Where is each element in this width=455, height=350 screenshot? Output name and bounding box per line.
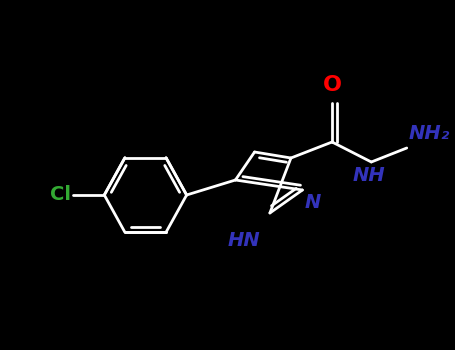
Text: N: N (304, 193, 321, 212)
Text: O: O (323, 75, 342, 95)
Text: HN: HN (228, 231, 260, 250)
Text: NH₂: NH₂ (409, 124, 450, 143)
Text: Cl: Cl (50, 186, 71, 204)
Text: NH: NH (353, 166, 386, 185)
